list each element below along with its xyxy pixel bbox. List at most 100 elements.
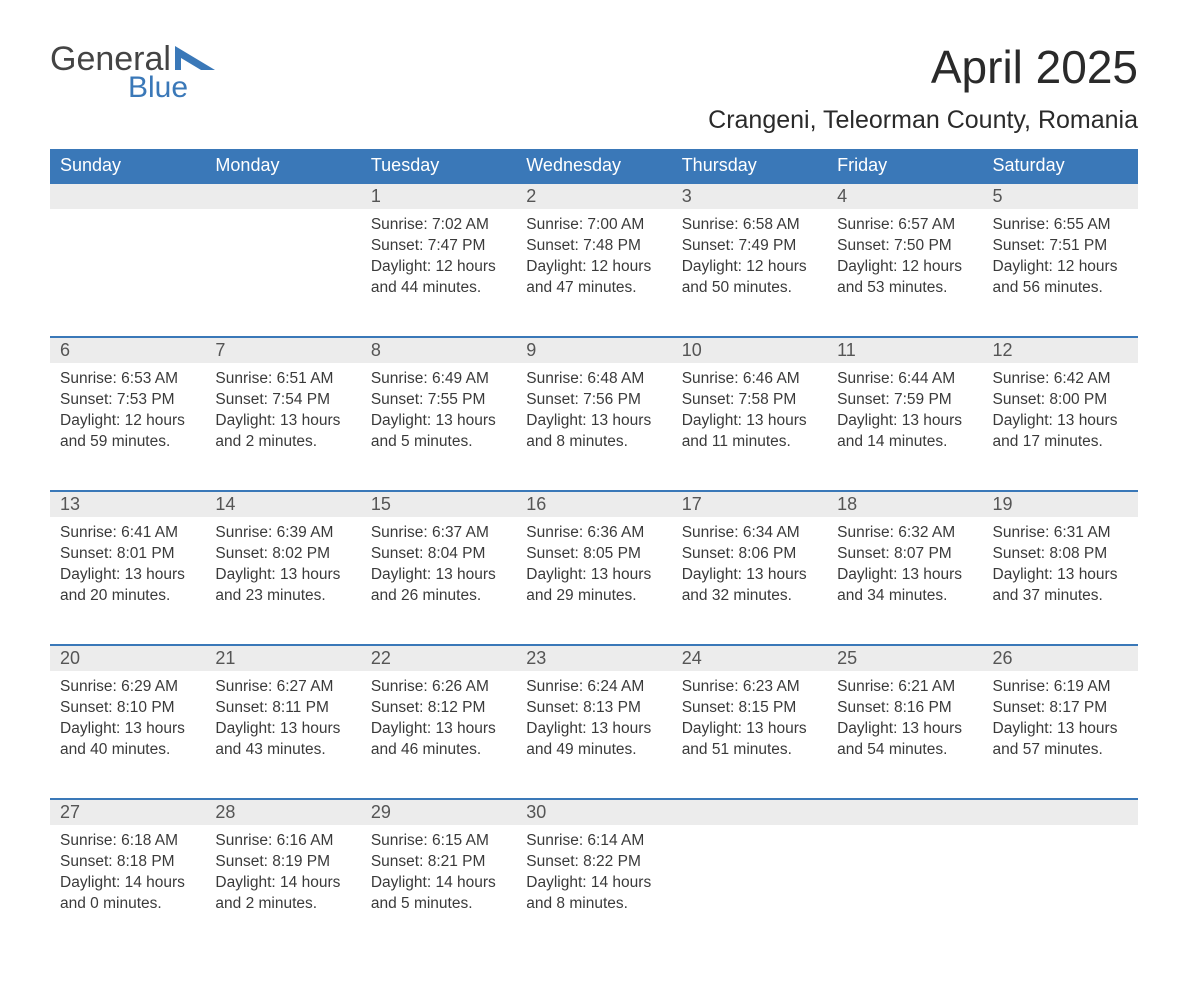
sunset-line: Sunset: 8:13 PM [526,698,661,719]
sunset-line: Sunset: 7:55 PM [371,390,506,411]
sunrise-line: Sunrise: 6:14 AM [526,831,661,852]
daylight-line: Daylight: 13 hours and 23 minutes. [215,565,350,607]
day-content-row: Sunrise: 6:18 AMSunset: 8:18 PM Daylight:… [50,825,1138,953]
daylight-line: Daylight: 13 hours and 14 minutes. [837,411,972,453]
sunrise-line: Sunrise: 6:53 AM [60,369,195,390]
daylight-line: Daylight: 13 hours and 32 minutes. [682,565,817,607]
sunrise-line: Sunrise: 6:18 AM [60,831,195,852]
sunset-line: Sunset: 7:50 PM [837,236,972,257]
day-number: 3 [672,183,827,209]
sunrise-line: Sunrise: 6:23 AM [682,677,817,698]
day-cell: Sunrise: 6:14 AMSunset: 8:22 PMDaylight:… [516,825,671,953]
day-content-row: Sunrise: 7:02 AMSunset: 7:47 PMDaylight:… [50,209,1138,337]
day-number: 16 [516,491,671,517]
sunset-line: Sunset: 7:49 PM [682,236,817,257]
sunset-line: Sunset: 7:48 PM [526,236,661,257]
weekday-header: Thursday [672,149,827,183]
sunset-line: Sunset: 8:15 PM [682,698,817,719]
day-cell: Sunrise: 6:37 AMSunset: 8:04 PMDaylight:… [361,517,516,645]
day-number: 2 [516,183,671,209]
sunrise-line: Sunrise: 6:46 AM [682,369,817,390]
day-number: 19 [983,491,1138,517]
sunset-line: Sunset: 7:56 PM [526,390,661,411]
sunrise-line: Sunrise: 6:49 AM [371,369,506,390]
day-cell: Sunrise: 7:02 AMSunset: 7:47 PMDaylight:… [361,209,516,337]
sunset-line: Sunset: 8:18 PM [60,852,195,873]
day-cell: Sunrise: 6:31 AMSunset: 8:08 PMDaylight:… [983,517,1138,645]
day-cell: Sunrise: 6:36 AMSunset: 8:05 PMDaylight:… [516,517,671,645]
location-text: Crangeni, Teleorman County, Romania [708,106,1138,135]
sunrise-line: Sunrise: 6:44 AM [837,369,972,390]
day-number: 11 [827,337,982,363]
day-number: 18 [827,491,982,517]
day-cell: Sunrise: 6:39 AMSunset: 8:02 PMDaylight:… [205,517,360,645]
day-cell: Sunrise: 6:49 AMSunset: 7:55 PMDaylight:… [361,363,516,491]
daylight-line: Daylight: 12 hours and 47 minutes. [526,257,661,299]
day-number: 26 [983,645,1138,671]
day-cell: Sunrise: 6:29 AMSunset: 8:10 PMDaylight:… [50,671,205,799]
empty-day-content [672,825,827,953]
daylight-line: Daylight: 13 hours and 37 minutes. [993,565,1128,607]
daylight-line: Daylight: 13 hours and 2 minutes. [215,411,350,453]
weekday-header-row: SundayMondayTuesdayWednesdayThursdayFrid… [50,149,1138,183]
day-cell: Sunrise: 6:46 AMSunset: 7:58 PMDaylight:… [672,363,827,491]
sunrise-line: Sunrise: 6:15 AM [371,831,506,852]
sunrise-line: Sunrise: 6:48 AM [526,369,661,390]
empty-day-number [205,183,360,209]
logo-word2: Blue [128,71,188,105]
daylight-line: Daylight: 14 hours and 2 minutes. [215,873,350,915]
day-cell: Sunrise: 6:16 AMSunset: 8:19 PMDaylight:… [205,825,360,953]
sunrise-line: Sunrise: 6:34 AM [682,523,817,544]
sunrise-line: Sunrise: 6:55 AM [993,215,1128,236]
day-cell: Sunrise: 7:00 AMSunset: 7:48 PMDaylight:… [516,209,671,337]
empty-day-content [50,209,205,337]
sunset-line: Sunset: 8:07 PM [837,544,972,565]
empty-day-content [983,825,1138,953]
day-number: 13 [50,491,205,517]
daylight-line: Daylight: 12 hours and 50 minutes. [682,257,817,299]
day-number-row: 6789101112 [50,337,1138,363]
daylight-line: Daylight: 14 hours and 5 minutes. [371,873,506,915]
sunrise-line: Sunrise: 6:58 AM [682,215,817,236]
day-number: 10 [672,337,827,363]
day-cell: Sunrise: 6:23 AMSunset: 8:15 PMDaylight:… [672,671,827,799]
empty-day-number [827,799,982,825]
daylight-line: Daylight: 12 hours and 53 minutes. [837,257,972,299]
daylight-line: Daylight: 13 hours and 49 minutes. [526,719,661,761]
day-number: 27 [50,799,205,825]
day-number: 30 [516,799,671,825]
day-number: 28 [205,799,360,825]
daylight-line: Daylight: 13 hours and 54 minutes. [837,719,972,761]
calendar-table: SundayMondayTuesdayWednesdayThursdayFrid… [50,149,1138,953]
day-number: 15 [361,491,516,517]
day-cell: Sunrise: 6:34 AMSunset: 8:06 PMDaylight:… [672,517,827,645]
sunset-line: Sunset: 7:53 PM [60,390,195,411]
day-number: 17 [672,491,827,517]
sunset-line: Sunset: 8:04 PM [371,544,506,565]
sunrise-line: Sunrise: 6:36 AM [526,523,661,544]
sunrise-line: Sunrise: 6:31 AM [993,523,1128,544]
day-cell: Sunrise: 6:24 AMSunset: 8:13 PMDaylight:… [516,671,671,799]
day-cell: Sunrise: 6:44 AMSunset: 7:59 PMDaylight:… [827,363,982,491]
day-number: 8 [361,337,516,363]
month-title: April 2025 [708,40,1138,94]
daylight-line: Daylight: 12 hours and 56 minutes. [993,257,1128,299]
day-cell: Sunrise: 6:42 AMSunset: 8:00 PMDaylight:… [983,363,1138,491]
sunrise-line: Sunrise: 6:19 AM [993,677,1128,698]
sunrise-line: Sunrise: 6:21 AM [837,677,972,698]
sunrise-line: Sunrise: 6:16 AM [215,831,350,852]
sunset-line: Sunset: 8:17 PM [993,698,1128,719]
day-cell: Sunrise: 6:58 AMSunset: 7:49 PMDaylight:… [672,209,827,337]
sunrise-line: Sunrise: 6:57 AM [837,215,972,236]
day-number: 12 [983,337,1138,363]
title-block: April 2025 Crangeni, Teleorman County, R… [708,40,1138,135]
day-number: 1 [361,183,516,209]
calendar-body: 12345Sunrise: 7:02 AMSunset: 7:47 PMDayl… [50,183,1138,953]
day-number-row: 20212223242526 [50,645,1138,671]
weekday-header: Friday [827,149,982,183]
day-cell: Sunrise: 6:57 AMSunset: 7:50 PMDaylight:… [827,209,982,337]
sunrise-line: Sunrise: 6:26 AM [371,677,506,698]
day-cell: Sunrise: 6:15 AMSunset: 8:21 PMDaylight:… [361,825,516,953]
sunset-line: Sunset: 8:08 PM [993,544,1128,565]
daylight-line: Daylight: 13 hours and 40 minutes. [60,719,195,761]
